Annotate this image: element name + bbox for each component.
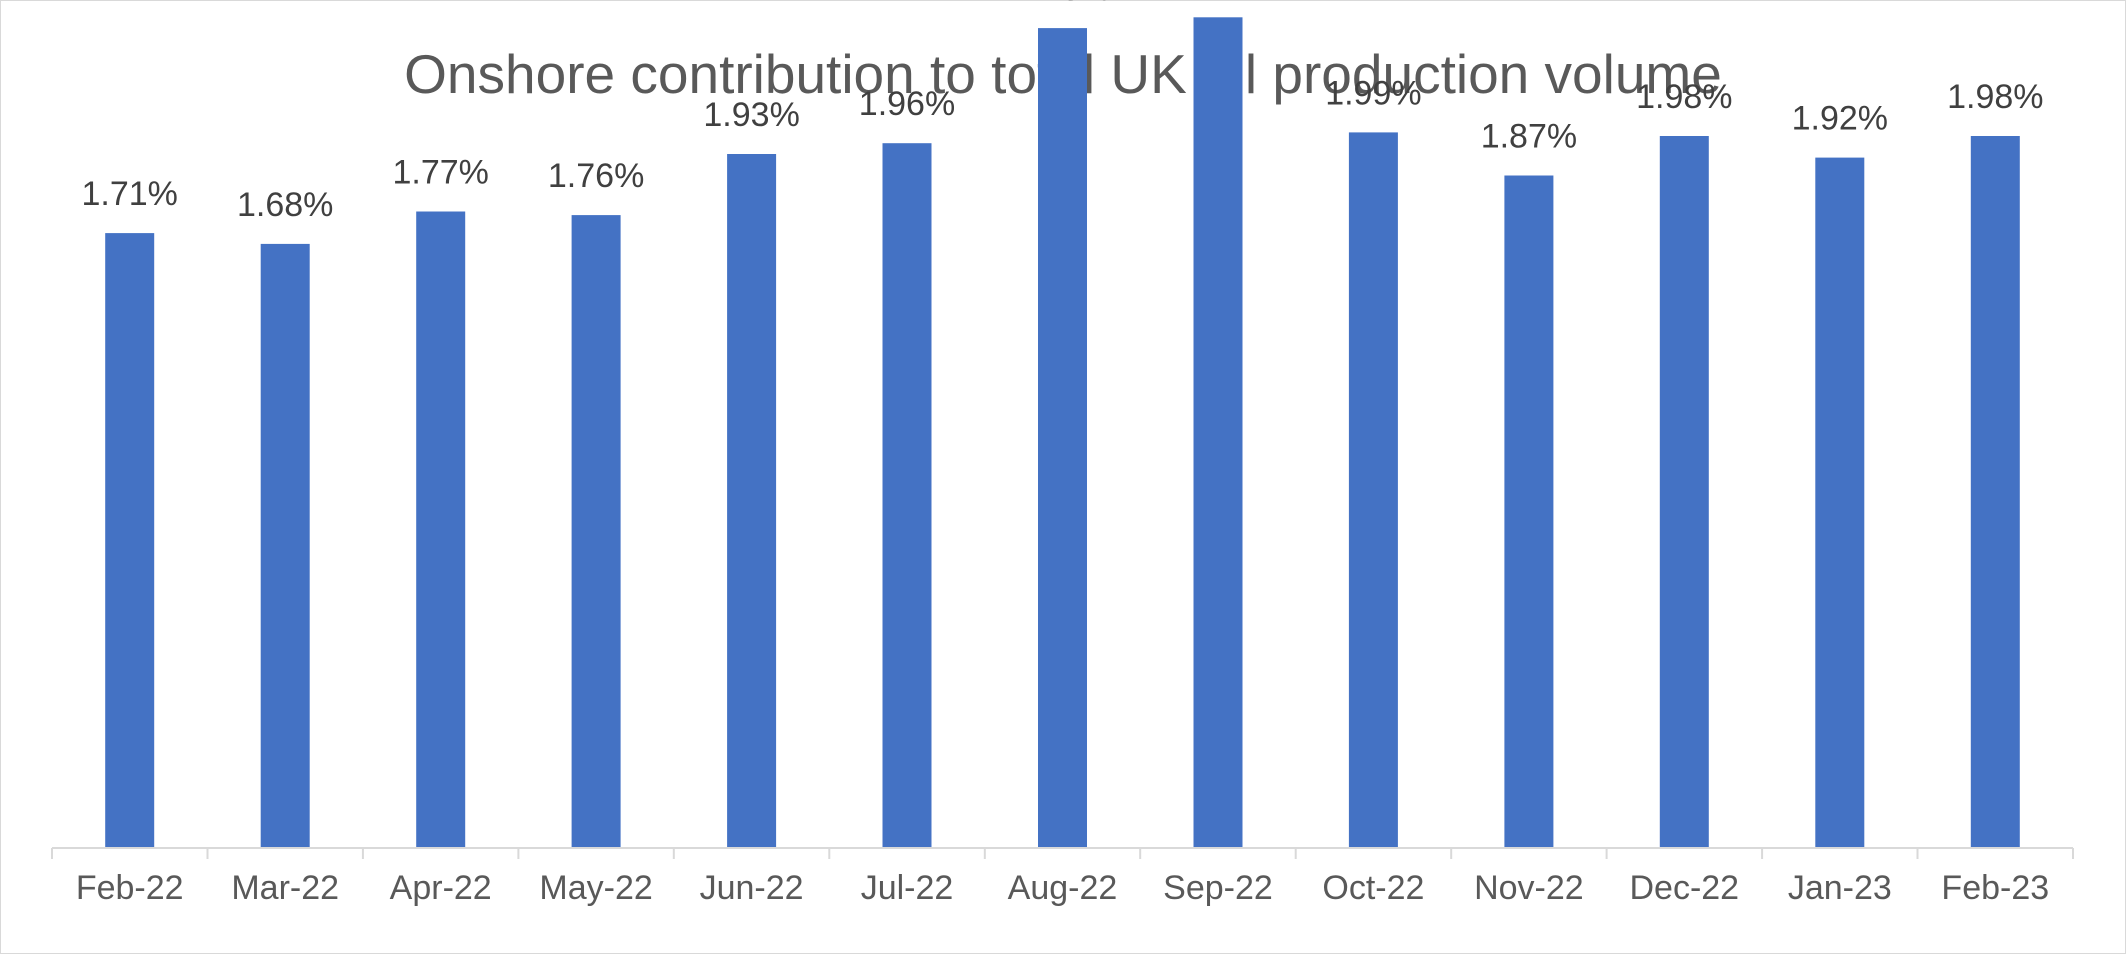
bar-feb-22 [105,233,155,849]
x-tick-label: Oct-22 [1322,869,1424,907]
bar-apr-22 [416,211,466,848]
bar-aug-22 [1038,28,1087,849]
bar-feb-23 [1970,136,2020,848]
x-tick-label: Dec-22 [1629,869,1739,907]
bar-jun-22 [727,154,777,848]
data-label: 1.71% [81,175,177,213]
x-tick-label: Apr-22 [390,869,492,907]
x-tick-label: Nov-22 [1474,869,1584,907]
x-tick-label: Sep-22 [1163,869,1273,907]
data-label: 1.92% [1792,100,1888,138]
data-label: 1.76% [548,157,644,195]
bar-jan-23 [1815,157,1865,849]
bar-oct-22 [1348,132,1398,848]
x-tick-label: Jan-23 [1788,869,1892,907]
data-label: 1.87% [1481,118,1577,156]
x-tick-label: Mar-22 [231,869,339,907]
x-tick-label: Feb-22 [76,869,184,907]
bar-nov-22 [1504,175,1554,848]
x-tick-label: Jun-22 [700,869,804,907]
data-label: 1.98% [1947,78,2043,116]
x-tick-label: Feb-23 [1941,869,2049,907]
bar-dec-22 [1659,136,1709,848]
data-label: 1.99% [1325,74,1421,112]
data-label: 2.28% [1014,0,1110,8]
data-label: 1.96% [859,85,955,123]
bar-may-22 [571,215,621,849]
data-label: 1.77% [392,154,488,192]
data-label: 1.93% [703,96,799,134]
data-label: 1.98% [1636,78,1732,116]
x-tick-label: Aug-22 [1008,869,1118,907]
data-label: 1.68% [237,186,333,224]
bar-mar-22 [260,243,310,848]
x-tick-label: May-22 [539,869,652,907]
bar-sep-22 [1193,17,1243,849]
bar-jul-22 [882,143,932,848]
x-tick-label: Jul-22 [861,869,954,907]
